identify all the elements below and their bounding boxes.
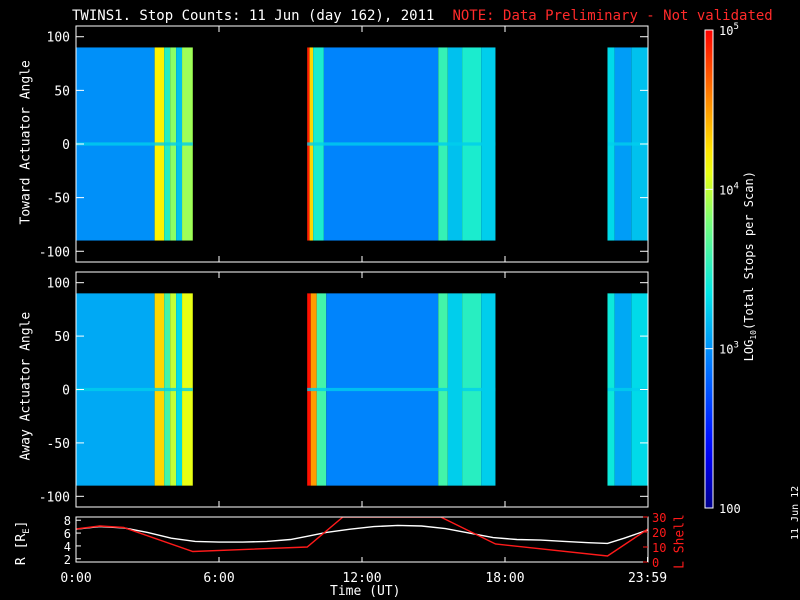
- ytick-label: 50: [54, 84, 70, 99]
- ytick-label: -100: [39, 245, 70, 260]
- xtick-label: 12:00: [342, 571, 381, 586]
- right-tick-label: 10: [652, 541, 666, 555]
- zero-angle-stripe: [307, 387, 496, 392]
- colorbar-tick-label: 103: [719, 341, 739, 357]
- title-text: TWINS1. Stop Counts: 11 Jun (day 162), 2…: [72, 8, 435, 24]
- left-tick-label: 8: [64, 514, 71, 528]
- right-tick-label: 20: [652, 526, 666, 540]
- colorbar-tick-label: 100: [719, 502, 741, 516]
- xtick-label: 6:00: [203, 571, 234, 586]
- zero-angle-stripe: [76, 142, 193, 146]
- right-tick-label: 30: [652, 511, 666, 525]
- zero-angle-stripe: [607, 142, 648, 146]
- left-tick-label: 2: [64, 553, 71, 567]
- time-xlabel: Time (UT): [330, 584, 401, 599]
- left-tick-label: 4: [64, 540, 71, 554]
- colorbar-tick-exponent: 3: [733, 341, 738, 351]
- ytick-label: -100: [39, 490, 70, 505]
- colorbar-tick-label: 104: [719, 181, 739, 197]
- colorbar-tick-exponent: 4: [733, 181, 738, 191]
- colorbar-scale: [704, 29, 714, 509]
- xtick-label: 18:00: [485, 571, 524, 586]
- ytick-label: 0: [62, 138, 70, 153]
- zero-angle-stripe: [76, 387, 193, 392]
- colorbar-tick-label: 105: [719, 22, 739, 38]
- colorbar: 105 104 103 100: [704, 22, 741, 516]
- ytick-label: -50: [47, 437, 70, 452]
- ytick-label: 100: [47, 277, 70, 292]
- zero-angle-stripe: [307, 142, 496, 146]
- heatmap-panel-2: 100 50 0 -50 -100: [39, 271, 649, 508]
- ytick-label: 0: [62, 384, 70, 399]
- chart-title: TWINS1. Stop Counts: 11 Jun (day 162), 2…: [72, 8, 773, 24]
- radius-series-line: [76, 524, 648, 545]
- right-tick-label: 0: [652, 556, 659, 570]
- xtick-label: 0:00: [60, 571, 91, 586]
- panel-background: [76, 517, 648, 562]
- colorbar-tick-exponent: 5: [733, 22, 738, 32]
- lshell-series-line: [76, 517, 648, 557]
- ytick-label: -50: [47, 192, 70, 207]
- ytick-label: 50: [54, 330, 70, 345]
- left-tick-label: 6: [64, 527, 71, 541]
- heatmap-panel-1: 100 50 0 -50 -100: [39, 25, 649, 263]
- ytick-label: 100: [47, 31, 70, 46]
- preliminary-note: NOTE: Data Preliminary - Not validated: [452, 8, 773, 24]
- zero-angle-stripe: [607, 387, 648, 392]
- xtick-label: 23:59: [628, 571, 667, 586]
